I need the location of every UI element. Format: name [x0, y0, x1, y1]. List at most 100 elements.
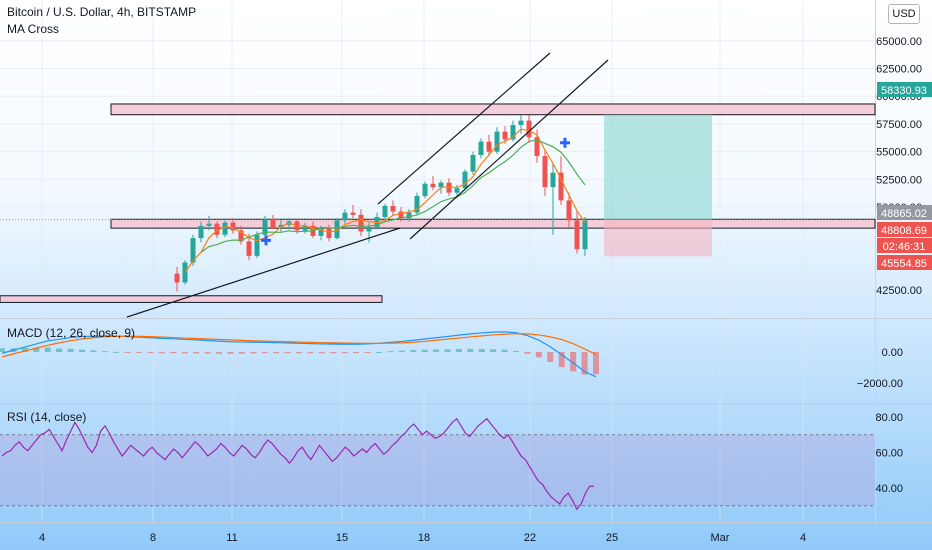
- candle-body[interactable]: [558, 172, 564, 201]
- macd-title: MACD (12, 26, close, 9): [7, 326, 136, 340]
- candle-body[interactable]: [366, 227, 372, 232]
- candle-body[interactable]: [518, 120, 524, 126]
- candle-body[interactable]: [534, 137, 540, 157]
- macd-histogram-bar: [136, 352, 143, 353]
- candle-body[interactable]: [422, 183, 428, 196]
- indicator-label: MA Cross: [7, 22, 60, 36]
- trendline[interactable]: [409, 59, 609, 240]
- candle-body[interactable]: [382, 205, 388, 218]
- macd-histogram-bar: [455, 349, 462, 352]
- time-axis-label: 18: [418, 532, 430, 544]
- candle-body[interactable]: [342, 212, 348, 221]
- macd-histogram-bar: [410, 349, 417, 352]
- macd-histogram-bar: [467, 348, 474, 352]
- macd-histogram-bar: [284, 352, 291, 354]
- macd-histogram-bar: [204, 352, 211, 354]
- candle-body[interactable]: [406, 212, 412, 219]
- candle-body[interactable]: [206, 223, 212, 226]
- candle-body[interactable]: [414, 195, 420, 213]
- candle-body[interactable]: [446, 182, 452, 193]
- macd-histogram-bar: [78, 349, 85, 352]
- candle-body[interactable]: [398, 211, 404, 219]
- candle-body[interactable]: [494, 131, 500, 152]
- candle-body[interactable]: [318, 228, 324, 236]
- candle-body[interactable]: [230, 222, 236, 231]
- candle-body[interactable]: [478, 141, 484, 155]
- rsi-pane[interactable]: [0, 417, 875, 511]
- candle-body[interactable]: [222, 222, 228, 235]
- level-zone[interactable]: [110, 103, 876, 116]
- candle-body[interactable]: [246, 241, 252, 256]
- candle-body[interactable]: [174, 273, 180, 283]
- currency-button[interactable]: USD: [888, 4, 920, 24]
- macd-histogram-bar: [341, 352, 348, 354]
- candle-body[interactable]: [334, 220, 340, 239]
- macd-histogram-bar: [558, 352, 565, 368]
- price-tick-label: 55000.00: [876, 147, 922, 159]
- candle-body[interactable]: [390, 205, 396, 212]
- candle-body[interactable]: [582, 220, 588, 250]
- price-tick-label: 42500.00: [876, 285, 922, 297]
- position-target-zone[interactable]: [604, 114, 712, 220]
- signal-line: [1, 333, 597, 358]
- candle-body[interactable]: [542, 156, 548, 188]
- candle-body[interactable]: [462, 171, 468, 189]
- candle-body[interactable]: [574, 220, 580, 250]
- candle-body[interactable]: [486, 141, 492, 152]
- macd-histogram-bar: [101, 351, 108, 353]
- rsi-band: [0, 434, 875, 506]
- candle-body[interactable]: [214, 223, 220, 235]
- candle-body[interactable]: [358, 214, 364, 232]
- candle-body[interactable]: [454, 188, 460, 193]
- rsi-title: RSI (14, close): [7, 410, 87, 424]
- macd-histogram-bar: [387, 351, 394, 353]
- price-tick-label: 57500.00: [876, 119, 922, 131]
- candle-body[interactable]: [438, 182, 444, 188]
- macd-histogram-bar: [170, 352, 177, 354]
- candle-body[interactable]: [550, 172, 556, 188]
- price-pane[interactable]: [0, 52, 876, 318]
- rsi-tick-label: 80.00: [875, 412, 903, 424]
- candle-body[interactable]: [526, 120, 532, 138]
- candle-body[interactable]: [326, 228, 332, 239]
- macd-histogram-bar: [444, 349, 451, 352]
- candle-body[interactable]: [262, 219, 268, 235]
- trendline[interactable]: [377, 52, 551, 205]
- price-badge: [877, 205, 932, 220]
- macd-histogram-bar: [307, 352, 314, 354]
- candle-body[interactable]: [350, 212, 356, 215]
- macd-histogram-bar: [44, 347, 51, 352]
- macd-histogram-bar: [547, 352, 554, 362]
- time-axis-label: Mar: [711, 532, 730, 544]
- price-badge: [877, 82, 932, 97]
- candle-body[interactable]: [190, 238, 196, 263]
- position-stop-zone[interactable]: [604, 219, 712, 257]
- candle-body[interactable]: [510, 125, 516, 140]
- candle-body[interactable]: [302, 225, 308, 231]
- macd-histogram-bar: [330, 352, 337, 354]
- price-badge-label: 02:46:31: [883, 241, 926, 253]
- price-badge-label: 45554.85: [881, 258, 927, 270]
- candle-body[interactable]: [254, 234, 260, 256]
- candle-body[interactable]: [566, 200, 572, 221]
- candle-body[interactable]: [270, 219, 276, 228]
- macd-histogram-bar: [273, 352, 280, 354]
- candle-body[interactable]: [238, 230, 244, 242]
- macd-histogram-bar: [478, 349, 485, 352]
- macd-pane[interactable]: [0, 331, 599, 378]
- candle-body[interactable]: [198, 225, 204, 239]
- rsi-tick-label: 40.00: [875, 483, 903, 495]
- price-badge: [877, 222, 932, 237]
- candle-body[interactable]: [502, 131, 508, 140]
- axes: 4 8 11 15 18 22 25 Mar 465000.0062500.0060000.00…: [39, 36, 932, 544]
- ma-fast-line: [184, 128, 586, 273]
- macd-histogram-bar: [581, 352, 588, 375]
- candle-body[interactable]: [470, 154, 476, 172]
- macd-histogram-bar: [113, 351, 120, 353]
- candle-body[interactable]: [430, 183, 436, 188]
- price-badge: [877, 238, 932, 253]
- macd-tick-label: −2000.00: [857, 378, 903, 390]
- trendline[interactable]: [126, 227, 401, 318]
- rsi-tick-label: 60.00: [875, 448, 903, 460]
